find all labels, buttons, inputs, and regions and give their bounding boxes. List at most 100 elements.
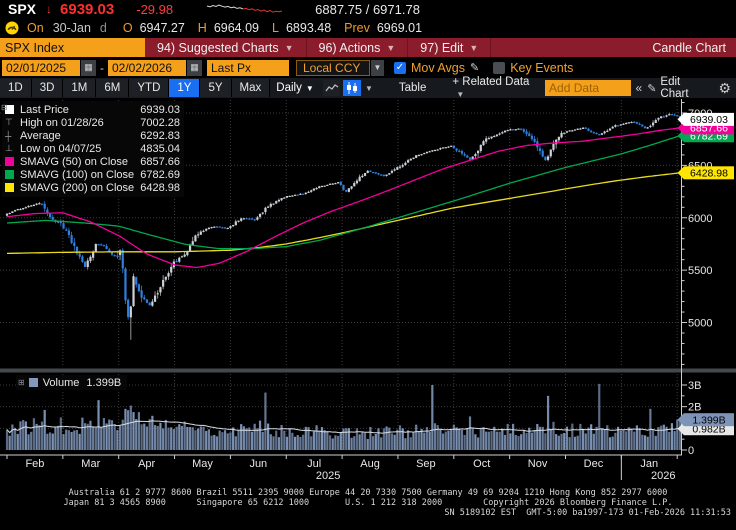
- tab-6m[interactable]: 6M: [96, 79, 130, 97]
- tab-1y[interactable]: 1Y: [169, 79, 201, 97]
- svg-text:Nov: Nov: [528, 458, 548, 470]
- smavg50-line: [6, 127, 680, 269]
- price-field-input[interactable]: Last Px: [207, 59, 289, 76]
- expand-tree-icon[interactable]: ⊞: [18, 378, 25, 387]
- legend-row-6: SMAVG (200) on Close 6428.98: [5, 181, 180, 194]
- intraday-sparkline: [206, 4, 283, 13]
- frequency-label: Daily: [276, 82, 302, 94]
- legend-row-5: SMAVG (100) on Close 6782.69: [5, 168, 180, 181]
- pencil-icon[interactable]: ✎: [469, 62, 480, 74]
- high-value: 6964.09: [213, 21, 260, 35]
- legend-value: 6292.83: [140, 129, 180, 142]
- svg-text:5000: 5000: [688, 318, 712, 330]
- quote-line-2: On 30-Jan d O 6947.27 H 6964.09 L 6893.4…: [0, 18, 736, 38]
- pane-divider[interactable]: [0, 368, 736, 373]
- quote-line-1: SPX ↓ 6939.03 -29.98 6887.75 / 6971.78: [0, 0, 736, 18]
- svg-text:0.982B: 0.982B: [692, 424, 725, 436]
- terminal-footer: Australia 61 2 9777 8600 Brazil 5511 239…: [0, 488, 736, 518]
- net-change: -29.98: [136, 1, 174, 17]
- session-label: On: [27, 21, 44, 35]
- footer-line-3: SN 5189102 EST GMT-5:00 ba1997-173 01-Fe…: [444, 508, 731, 518]
- axes: 5000550060006500700002B3BFebMarAprMayJun…: [0, 99, 712, 482]
- key-events-checkbox[interactable]: [493, 61, 506, 74]
- frequency-select[interactable]: Daily ▼: [270, 82, 319, 94]
- legend-label: Last Price: [20, 103, 69, 116]
- date-to-input[interactable]: 02/02/2026: [108, 59, 186, 76]
- legend-swatch: [5, 105, 14, 114]
- tab-1m[interactable]: 1M: [63, 79, 97, 97]
- svg-text:Apr: Apr: [138, 458, 155, 470]
- legend-label: High on 01/28/26: [20, 116, 104, 129]
- menu-item-2[interactable]: 97) Edit ▼: [408, 38, 492, 57]
- tab-ytd[interactable]: YTD: [129, 79, 170, 97]
- low-value: 6893.48: [285, 21, 332, 35]
- menu-item-1[interactable]: 96) Actions ▼: [307, 38, 409, 57]
- candle-chart-canvas[interactable]: 5000550060006500700002B3BFebMarAprMayJun…: [0, 98, 736, 488]
- tab-5y[interactable]: 5Y: [200, 79, 232, 97]
- svg-text:Mar: Mar: [81, 458, 100, 470]
- line-chart-icon[interactable]: [322, 80, 341, 96]
- tab-max[interactable]: Max: [231, 79, 271, 97]
- toolbar-row: 1D 3D 1M 6M YTD 1Y 5Y Max Daily ▼ ▼ Table + Rel…: [0, 76, 736, 100]
- collapse-tree-icon[interactable]: ⊟: [1, 103, 8, 112]
- legend-label: SMAVG (100) on Close: [20, 168, 135, 181]
- high-marker-icon: ⊤: [5, 117, 13, 127]
- chart-title: Candle Chart: [652, 40, 726, 55]
- svg-text:6000: 6000: [688, 213, 712, 225]
- pencil-icon: ✎: [647, 82, 657, 95]
- svg-text:Dec: Dec: [584, 458, 604, 470]
- candle-chart-icon[interactable]: [343, 80, 361, 96]
- legend-swatch: [5, 183, 14, 192]
- chevron-down-icon: ▼: [305, 83, 314, 93]
- collapse-button[interactable]: «: [635, 81, 643, 95]
- security-field[interactable]: SPX Index: [0, 38, 145, 57]
- legend-value: 7002.28: [140, 116, 180, 129]
- edit-chart-button[interactable]: Edit Chart: [660, 76, 689, 100]
- related-data-button[interactable]: + Related Data ▼: [444, 76, 545, 100]
- mov-avgs-checkbox[interactable]: ✓: [394, 61, 406, 74]
- legend-value: 6939.03: [140, 103, 180, 116]
- legend-row-1: ⊤ High on 01/28/26 7002.28: [5, 116, 180, 129]
- add-data-input[interactable]: Add Data: [545, 80, 631, 96]
- open-label: O: [122, 21, 133, 35]
- svg-text:1.399B: 1.399B: [692, 414, 725, 426]
- svg-text:Sep: Sep: [416, 458, 436, 470]
- legend-row-4: SMAVG (50) on Close 6857.66: [5, 155, 180, 168]
- table-button[interactable]: Table: [398, 82, 427, 94]
- svg-text:2026: 2026: [651, 470, 675, 482]
- volume-legend: ⊞ Volume 1.399B: [16, 375, 128, 390]
- smavg200-line: [6, 172, 680, 255]
- calendar-icon[interactable]: ▦: [187, 59, 202, 76]
- svg-text:2025: 2025: [316, 470, 340, 482]
- chart-area: 5000550060006500700002B3BFebMarAprMayJun…: [0, 98, 736, 488]
- prev-label: Prev: [344, 21, 370, 35]
- tab-3d[interactable]: 3D: [31, 79, 64, 97]
- volume-swatch: [28, 378, 38, 387]
- avg-marker-icon: ┼: [5, 130, 12, 141]
- legend-row-2: ┼ Average 6292.83: [5, 129, 180, 142]
- related-data-label: + Related Data: [452, 76, 530, 88]
- legend-row-3: ⊥ Low on 04/07/25 4835.04: [5, 142, 180, 155]
- date-range-dash: -: [100, 60, 104, 75]
- chevron-down-icon[interactable]: ▼: [364, 83, 373, 93]
- legend-label: SMAVG (50) on Close: [20, 155, 129, 168]
- svg-text:3B: 3B: [688, 380, 701, 392]
- session-date: 30-Jan: [52, 21, 91, 35]
- calendar-icon[interactable]: ▦: [81, 59, 96, 76]
- svg-text:Feb: Feb: [25, 458, 44, 470]
- chevron-down-icon[interactable]: ▼: [371, 59, 384, 76]
- low-marker-icon: ⊥: [5, 143, 13, 153]
- footer-line-1: Australia 61 2 9777 8600 Brazil 5511 239…: [68, 488, 668, 498]
- svg-text:0: 0: [688, 445, 694, 457]
- tab-1d[interactable]: 1D: [0, 79, 32, 97]
- gear-icon[interactable]: ⚙: [718, 79, 731, 96]
- legend-value: 4835.04: [140, 142, 180, 155]
- svg-text:6428.98: 6428.98: [690, 168, 728, 180]
- currency-select[interactable]: Local CCY: [296, 59, 370, 76]
- svg-text:May: May: [192, 458, 213, 470]
- date-from-input[interactable]: 02/01/2025: [2, 59, 80, 76]
- svg-text:6939.03: 6939.03: [690, 114, 728, 126]
- legend-swatch: [5, 157, 14, 166]
- menu-item-0[interactable]: 94) Suggested Charts ▼: [145, 38, 307, 57]
